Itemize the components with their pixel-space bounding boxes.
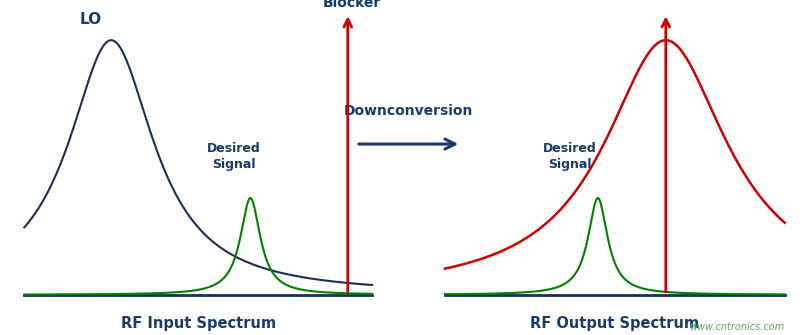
- Text: www.cntronics.com: www.cntronics.com: [689, 322, 785, 332]
- Text: Desired
Signal: Desired Signal: [207, 142, 261, 171]
- Text: Downconversion: Downconversion: [344, 104, 473, 118]
- Text: LO: LO: [80, 12, 102, 27]
- Text: Desired
Signal: Desired Signal: [543, 142, 596, 171]
- Text: Blocker: Blocker: [323, 0, 381, 10]
- Text: RF Output Spectrum: RF Output Spectrum: [530, 316, 700, 331]
- Text: RF Input Spectrum: RF Input Spectrum: [121, 316, 276, 331]
